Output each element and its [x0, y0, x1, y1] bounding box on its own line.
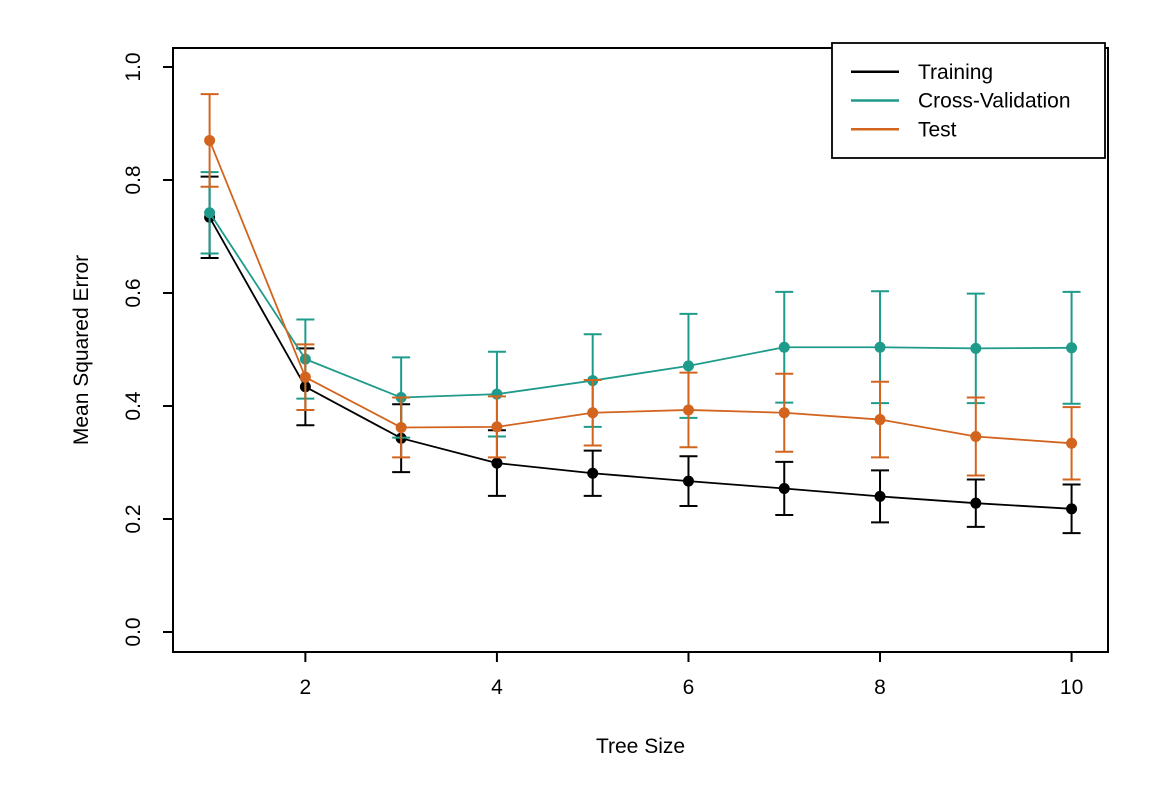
data-point — [395, 421, 407, 433]
legend: Training Cross-Validation Test — [831, 42, 1106, 159]
y-tick-label: 1.0 — [122, 52, 145, 81]
series-line — [208, 216, 1072, 510]
x-tick-label: 2 — [300, 676, 312, 699]
data-point — [587, 467, 599, 479]
series-cross-validation — [200, 171, 1081, 439]
x-tick-label: 10 — [1060, 676, 1083, 699]
data-point — [682, 475, 694, 487]
data-point — [970, 342, 982, 354]
x-tick-label: 6 — [683, 676, 695, 699]
data-point — [491, 421, 503, 433]
data-point — [970, 497, 982, 509]
legend-label: Cross-Validation — [918, 90, 1071, 113]
x-tick-label: 4 — [491, 676, 503, 699]
series-test — [200, 93, 1081, 481]
data-point — [1066, 437, 1078, 449]
data-point — [1066, 503, 1078, 515]
legend-label: Test — [918, 118, 957, 141]
y-tick-label: 0.0 — [122, 617, 145, 646]
data-point — [204, 207, 216, 219]
data-point — [299, 371, 311, 383]
series-training — [200, 175, 1081, 535]
data-point — [874, 341, 886, 353]
y-tick-label: 0.8 — [122, 165, 145, 194]
data-point — [874, 414, 886, 426]
y-tick-label: 0.6 — [122, 278, 145, 307]
y-tick-label: 0.4 — [122, 391, 145, 421]
legend-label: Training — [918, 61, 993, 84]
data-point — [204, 134, 216, 146]
data-point — [587, 407, 599, 419]
data-point — [682, 360, 694, 372]
data-point — [682, 404, 694, 416]
y-axis-title: Mean Squared Error — [70, 255, 93, 445]
data-point — [970, 431, 982, 443]
data-point — [778, 341, 790, 353]
data-point — [1066, 342, 1078, 354]
x-axis-title: Tree Size — [596, 735, 685, 758]
data-point — [778, 482, 790, 494]
series-line — [208, 212, 1072, 399]
data-point — [874, 490, 886, 502]
series-line — [208, 140, 1072, 445]
data-point — [778, 407, 790, 419]
data-point — [491, 457, 503, 469]
x-tick-label: 8 — [874, 676, 886, 699]
y-tick-label: 0.2 — [122, 504, 145, 533]
plot-border — [172, 47, 1109, 653]
